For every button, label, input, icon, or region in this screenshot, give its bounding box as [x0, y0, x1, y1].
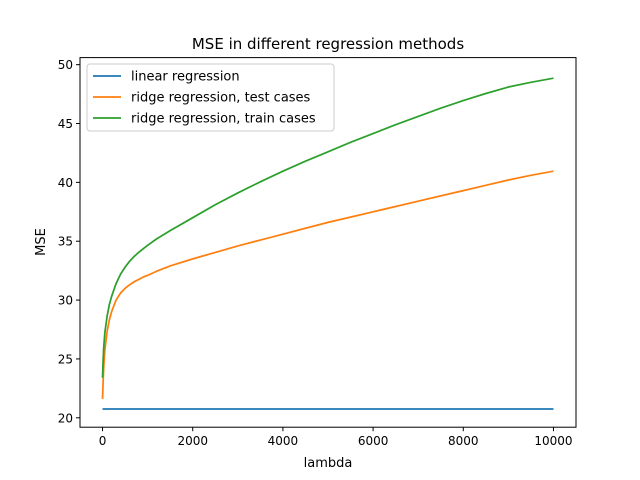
y-tick-label: 50	[58, 58, 73, 72]
y-axis: 20 25 30 35 40 45 50	[58, 58, 80, 425]
chart-title: MSE in different regression methods	[192, 35, 464, 53]
series-line-2	[101, 170, 554, 399]
y-axis-label: MSE	[34, 228, 49, 256]
legend-box	[86, 63, 335, 132]
y-tick-label: 20	[58, 411, 73, 425]
x-axis: 0 2000 4000 6000 8000 10000	[99, 427, 573, 448]
legend-label-1: linear regression	[131, 70, 240, 85]
y-tick-label: 35	[58, 235, 73, 249]
x-tick-label: 2000	[177, 434, 208, 448]
y-tick-label: 25	[58, 352, 73, 366]
plot-frame	[79, 57, 577, 428]
legend: linear regression ridge regression, test …	[86, 63, 335, 132]
y-tick-label: 40	[58, 176, 73, 190]
legend-label-3: ridge regression, train cases	[131, 112, 316, 127]
x-tick-label: 8000	[448, 434, 479, 448]
y-tick-label: 45	[58, 117, 73, 131]
x-axis-label: lambda	[304, 456, 353, 471]
legend-label-2: ridge regression, test cases	[131, 91, 311, 106]
x-tick-label: 10000	[534, 434, 572, 448]
y-tick-label: 30	[58, 294, 73, 308]
plot-lines	[101, 77, 554, 410]
x-tick-label: 4000	[268, 434, 299, 448]
series-line-3	[101, 77, 554, 378]
x-tick-label: 0	[99, 434, 107, 448]
x-tick-label: 6000	[358, 434, 389, 448]
